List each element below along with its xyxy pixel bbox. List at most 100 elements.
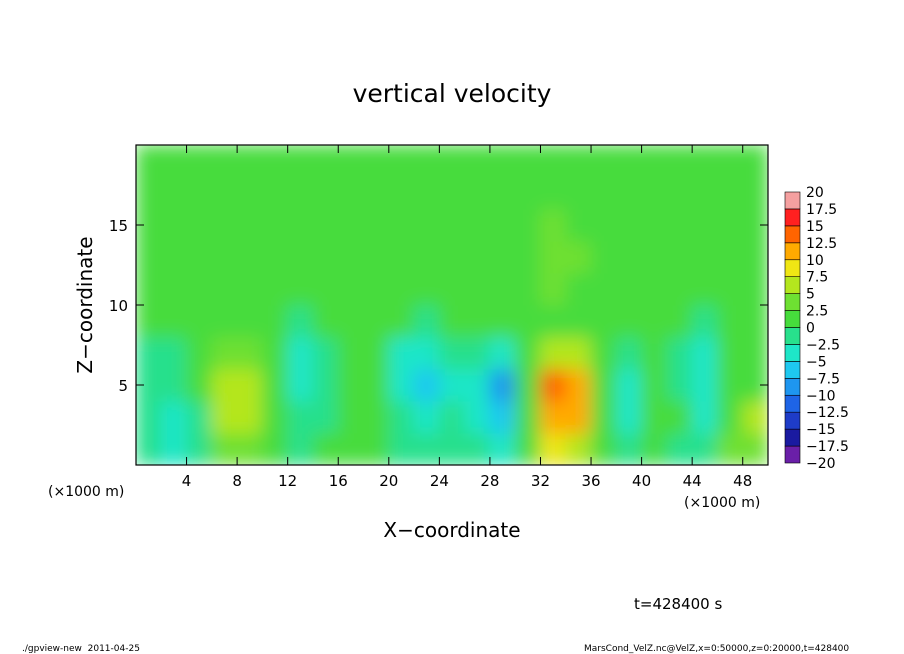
heatmap-cell: [363, 304, 390, 338]
heatmap-cell: [615, 336, 643, 370]
heatmap-cell: [716, 432, 744, 465]
heatmap-cell: [489, 272, 516, 306]
heatmap-cell: [261, 304, 289, 338]
heatmap-cell: [186, 400, 213, 434]
heatmap-cell: [489, 432, 516, 465]
heatmap-cell: [691, 400, 718, 434]
heatmap-cell: [641, 208, 668, 242]
colorbar-bin: [784, 411, 801, 430]
heatmap-cell: [464, 368, 491, 402]
x-tick-label: 4: [182, 472, 192, 490]
x-tick-label: 28: [480, 472, 499, 490]
colorbar-bin: [784, 276, 801, 294]
heatmap-cell: [438, 432, 466, 465]
heatmap-cell: [388, 336, 415, 370]
heatmap-cell: [590, 368, 617, 402]
heatmap-cell: [615, 432, 643, 465]
heatmap-cell: [641, 304, 668, 338]
time-label: t=428400 s: [634, 595, 722, 613]
colorbar-bin: [784, 208, 801, 227]
heatmap-cell: [287, 304, 314, 338]
x-tick-label: 36: [581, 472, 600, 490]
heatmap-cell: [464, 240, 491, 274]
colorbar-bin: [784, 394, 801, 413]
heatmap-cell: [565, 400, 592, 434]
heatmap-cell: [464, 208, 491, 242]
heatmap-cell: [489, 304, 516, 338]
heatmap-cell: [337, 336, 365, 370]
colorbar-bin: [784, 293, 801, 311]
heatmap-cell: [337, 400, 365, 434]
chart-title: vertical velocity: [353, 79, 552, 108]
heatmap-cell: [186, 336, 213, 370]
heatmap-cell: [716, 208, 744, 242]
heatmap-cell: [514, 304, 541, 338]
x-tick-label: 32: [531, 472, 550, 490]
heatmap-cell: [236, 145, 263, 178]
heatmap-cell: [236, 176, 263, 210]
heatmap-cell: [236, 208, 263, 242]
heatmap-cell: [388, 176, 415, 210]
heatmap-cell: [363, 336, 390, 370]
heatmap-cell: [514, 400, 541, 434]
heatmap-cell: [615, 176, 643, 210]
heatmap-cell: [211, 145, 238, 178]
heatmap-cell: [691, 368, 718, 402]
heatmap-cell: [337, 368, 365, 402]
heatmap-cell: [160, 336, 188, 370]
x-tick-label: 8: [232, 472, 242, 490]
heatmap-cell: [160, 176, 188, 210]
heatmap-cell: [236, 400, 263, 434]
heatmap-cell: [691, 272, 718, 306]
colorbar-bin: [784, 259, 801, 277]
colorbar-label: −17.5: [806, 439, 849, 455]
footer: MarsCond_VelZ.nc@VelZ,x=0:50000,z=0:2000…: [584, 644, 849, 654]
heatmap-cell: [489, 176, 516, 210]
colorbar-label: −20: [806, 456, 836, 472]
x-tick-label: 16: [329, 472, 348, 490]
heatmap-cell: [514, 336, 541, 370]
heatmap-cell: [464, 272, 491, 306]
heatmap-cell: [413, 400, 440, 434]
heatmap-cell: [438, 336, 466, 370]
heatmap-cell: [464, 176, 491, 210]
colorbar-label: −12.5: [806, 405, 849, 421]
colorbar-bin: [784, 327, 801, 345]
heatmap-cell: [464, 432, 491, 465]
heatmap-cell: [590, 240, 617, 274]
heatmap-cell: [312, 176, 339, 210]
heatmap-cell: [666, 336, 693, 370]
heatmap-cell: [666, 240, 693, 274]
heatmap-cell: [261, 432, 289, 465]
colorbar-label: 2.5: [806, 304, 828, 320]
colorbar-bin: [784, 445, 801, 464]
heatmap-cell: [136, 400, 162, 434]
heatmap-cell: [287, 208, 314, 242]
heatmap-cell: [186, 240, 213, 274]
heatmap-cell: [211, 272, 238, 306]
heatmap-cell: [363, 400, 390, 434]
heatmap-cell: [742, 336, 768, 370]
heatmap-cell: [160, 400, 188, 434]
heatmap-cell: [160, 145, 188, 178]
heatmap-cell: [186, 304, 213, 338]
heatmap-cell: [312, 368, 339, 402]
heatmap-cell: [438, 400, 466, 434]
heatmap-cell: [514, 432, 541, 465]
colorbar-label: 7.5: [806, 270, 828, 286]
heatmap-cell: [287, 176, 314, 210]
heatmap-cell: [160, 208, 188, 242]
colorbar-label: −7.5: [806, 371, 840, 387]
heatmap-cell: [312, 400, 339, 434]
heatmap-cell: [539, 145, 567, 178]
heatmap-cell: [186, 176, 213, 210]
colorbar-bin: [784, 378, 801, 396]
heatmap-cell: [539, 368, 567, 402]
heatmap-cell: [514, 176, 541, 210]
heatmap-cell: [261, 272, 289, 306]
heatmap-cell: [565, 240, 592, 274]
heatmap-cell: [312, 272, 339, 306]
colorbar-label: 15: [806, 219, 824, 235]
heatmap-cell: [464, 304, 491, 338]
